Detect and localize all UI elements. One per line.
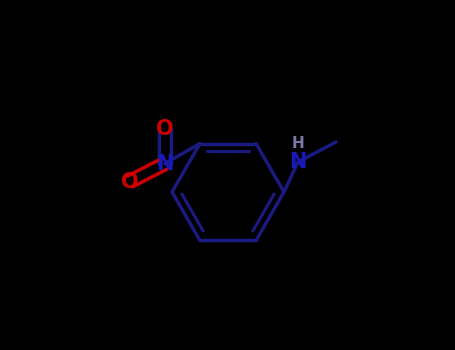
Text: O: O	[121, 172, 139, 191]
Text: H: H	[292, 136, 304, 152]
Text: O: O	[156, 119, 174, 139]
Text: N: N	[157, 154, 174, 174]
Text: N: N	[289, 152, 307, 172]
